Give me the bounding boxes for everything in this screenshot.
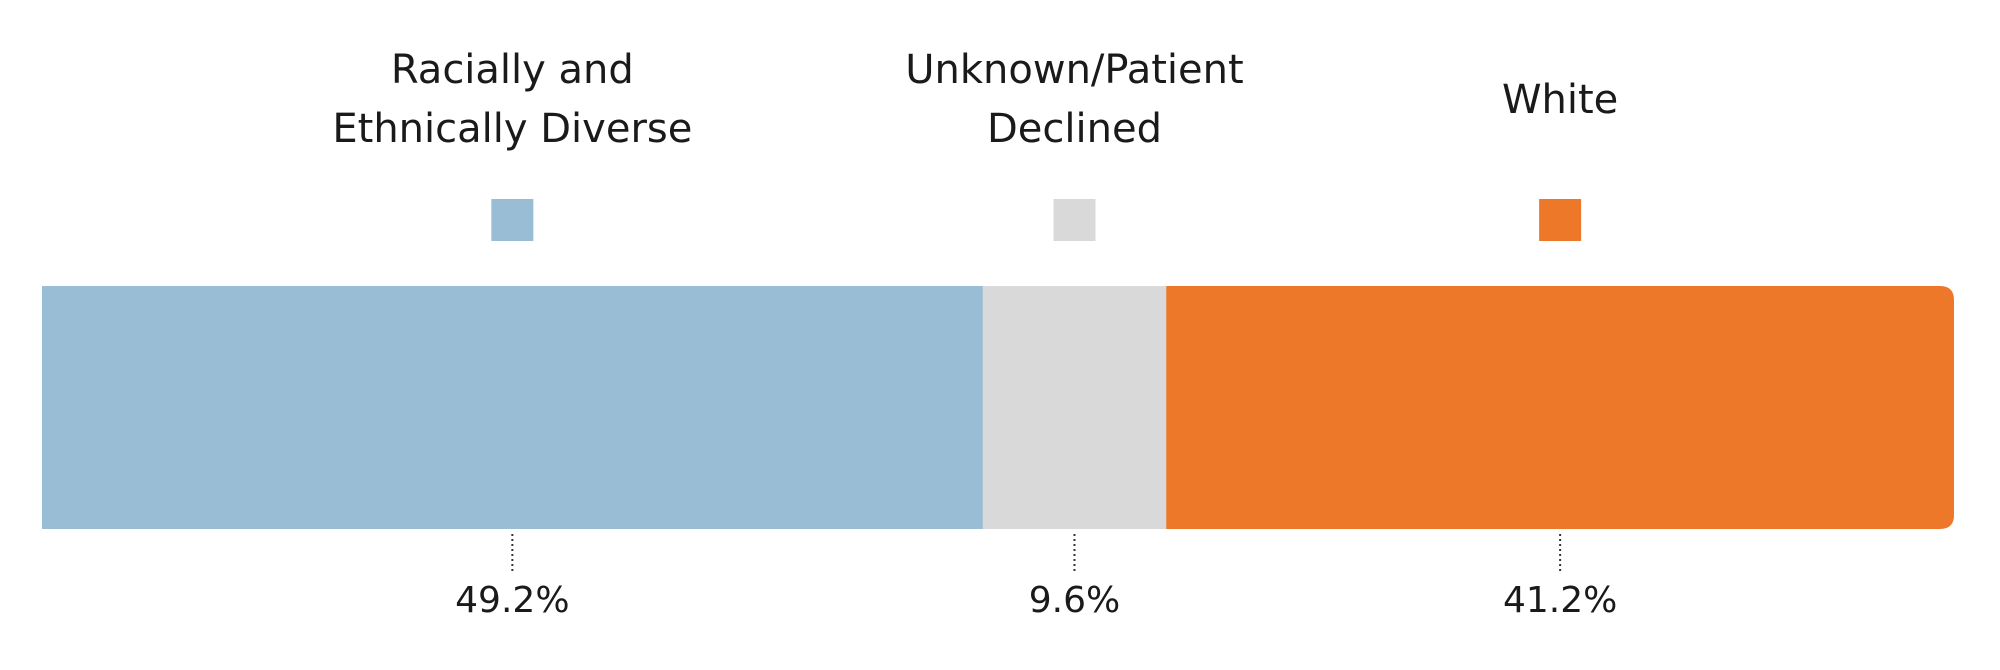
legend-label-unknown-patient-declined: Unknown/Patient [905,47,1243,93]
value-labels: 49.2% 9.6% 41.2% [455,534,1617,621]
legend-label-racially-and-ethnically-diverse: Ethnically Diverse [332,106,692,152]
legend-label-unknown-patient-declined: Declined [987,106,1162,152]
legend-swatch-unknown-patient-declined [1053,199,1096,241]
bar-segment-racially-and-ethnically-diverse [42,286,984,529]
legend-swatch-white [1539,199,1582,241]
value-label-unknown-patient-declined: 9.6% [1029,580,1120,621]
legend-swatch-racially-and-ethnically-diverse [491,199,534,241]
bar-segment-white [1166,286,1954,529]
value-label-racially-and-ethnically-diverse: 49.2% [455,580,569,621]
legend-label-racially-and-ethnically-diverse: Racially and [391,47,634,93]
bar-segments [42,286,1954,529]
bar-segment-unknown-patient-declined [982,286,1167,529]
legend-label-white: White [1502,77,1618,123]
value-label-white: 41.2% [1503,580,1617,621]
legend: Racially and Ethnically Diverse Unknown/Pa… [332,47,1618,241]
